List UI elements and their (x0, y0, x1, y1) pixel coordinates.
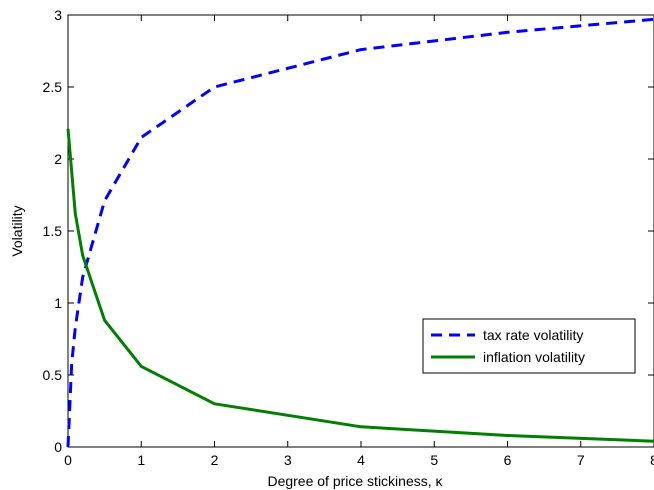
legend-box (422, 318, 636, 374)
legend-label-2: inflation volatility (483, 349, 585, 365)
axis-ticks: 0 1 2 3 4 5 6 7 8 0 0.5 1 1.5 2 2.5 3 (43, 7, 654, 468)
x-tick-label: 1 (137, 452, 145, 468)
y-tick-label: 1 (54, 295, 62, 311)
y-tick-label: 2.5 (43, 79, 63, 95)
x-tick-label: 4 (357, 452, 365, 468)
x-axis-label: Degree of price stickiness, κ (267, 473, 443, 489)
series-line-2 (66, 128, 654, 443)
y-tick-label: 1.5 (43, 223, 63, 239)
x-tick-label: 7 (577, 452, 585, 468)
plot-frame (67, 14, 654, 448)
y-tick-label: 0.5 (43, 367, 63, 383)
y-tick-label: 3 (54, 7, 62, 23)
y-tick-label: 2 (54, 151, 62, 167)
x-tick-label: 3 (284, 452, 292, 468)
x-tick-label: 0 (64, 452, 72, 468)
y-tick-label: 0 (54, 439, 62, 455)
x-tick-label: 5 (430, 452, 438, 468)
x-tick-label: 2 (211, 452, 219, 468)
x-tick-label: 8 (650, 452, 654, 468)
x-tick-label: 6 (504, 452, 512, 468)
series-layer (66, 17, 654, 448)
legend-label-1: tax rate volatility (483, 327, 583, 343)
legend: tax rate volatility inflation volatility (422, 318, 636, 374)
series-line-1 (66, 17, 654, 448)
y-axis-label: Volatility (9, 205, 25, 256)
plot-area-border (67, 14, 654, 448)
